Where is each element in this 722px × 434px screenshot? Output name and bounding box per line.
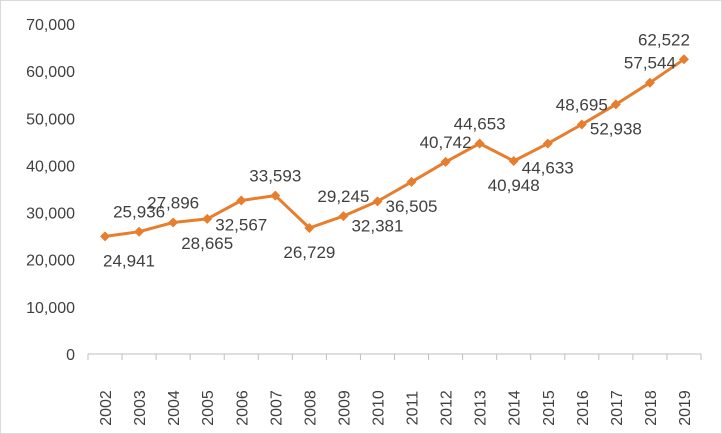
data-point-marker	[338, 211, 349, 222]
data-label: 27,896	[147, 193, 199, 212]
x-tick-label: 2017	[609, 390, 626, 426]
data-label: 48,695	[556, 95, 608, 114]
data-label: 29,245	[317, 187, 369, 206]
data-label: 24,941	[103, 251, 155, 270]
data-point-marker	[542, 138, 553, 149]
data-label: 28,665	[181, 234, 233, 253]
y-tick-label: 70,000	[26, 17, 75, 34]
x-tick-label: 2002	[98, 390, 115, 426]
x-tick-label: 2012	[439, 390, 456, 426]
data-point-marker	[372, 196, 383, 207]
data-point-marker	[168, 217, 179, 228]
series-line	[104, 58, 685, 238]
x-tick-label: 2019	[677, 390, 694, 426]
data-label: 36,505	[386, 197, 438, 216]
x-tick-label: 2006	[234, 390, 251, 426]
y-tick-label: 60,000	[26, 64, 75, 81]
y-tick-label: 10,000	[26, 300, 75, 317]
x-tick-label: 2003	[132, 390, 149, 426]
data-label: 25,936	[113, 203, 165, 222]
x-tick-label: 2008	[302, 390, 319, 426]
data-label: 52,938	[590, 119, 642, 138]
x-tick-label: 2007	[268, 390, 285, 426]
y-axis: 0 10,000 20,000 30,000 40,000 50,000 60,000 70,…	[26, 17, 75, 364]
x-tick-label: 2011	[405, 391, 422, 426]
data-label: 62,522	[638, 30, 690, 49]
data-point-marker	[610, 99, 621, 110]
data-point-marker	[202, 213, 213, 224]
data-label: 44,633	[522, 159, 574, 178]
data-point-marker	[304, 222, 315, 233]
data-point-marker	[236, 195, 247, 206]
data-point-marker	[474, 138, 485, 149]
y-tick-label: 30,000	[26, 206, 75, 223]
data-label: 32,567	[215, 215, 267, 234]
x-tick-label: 2018	[643, 390, 660, 426]
x-tick-label: 2013	[473, 390, 490, 426]
data-label: 44,653	[454, 114, 506, 133]
data-point-marker	[440, 156, 451, 167]
x-tick-label: 2005	[200, 390, 217, 426]
x-tick-label: 2009	[336, 390, 353, 426]
data-point-marker	[678, 54, 689, 65]
data-point-marker	[644, 77, 655, 88]
data-label: 26,729	[283, 243, 335, 262]
series-markers	[100, 54, 689, 242]
data-point-marker	[100, 231, 111, 242]
y-tick-label: 40,000	[26, 158, 75, 175]
data-label: 33,593	[249, 167, 301, 186]
data-label: 40,742	[420, 133, 472, 152]
x-tick-label: 2004	[166, 390, 183, 426]
y-tick-label: 50,000	[26, 111, 75, 128]
x-tick-label: 2015	[541, 390, 558, 426]
data-label: 32,381	[351, 216, 403, 235]
x-tick-label: 2016	[575, 390, 592, 426]
data-point-marker	[406, 176, 417, 187]
data-point-marker	[576, 119, 587, 130]
series-line-group	[104, 58, 685, 238]
x-tick-label: 2010	[370, 390, 387, 426]
data-label: 57,544	[624, 54, 676, 73]
x-tick-label: 2014	[507, 390, 524, 426]
y-tick-label: 20,000	[26, 253, 75, 270]
data-point-marker	[508, 155, 519, 166]
data-point-marker	[270, 190, 281, 201]
y-tick-label: 0	[66, 347, 75, 364]
data-label: 40,948	[488, 176, 540, 195]
x-axis: 2002 2003 2004 2005 2006 2007 2008 2009 2010 2011…	[87, 353, 702, 426]
data-point-marker	[134, 226, 145, 237]
